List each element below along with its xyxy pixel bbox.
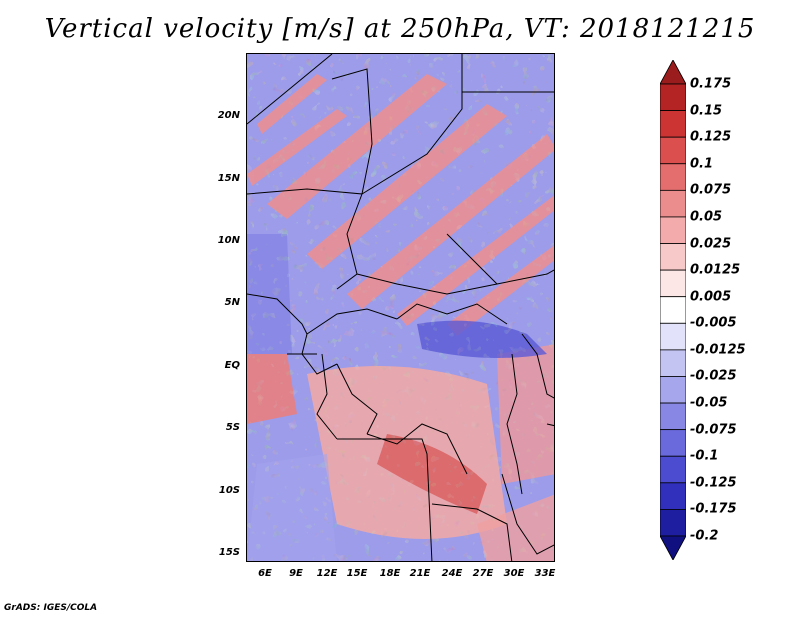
colorbar-level-label: 0.175 <box>690 76 732 92</box>
colorbar-bin <box>660 269 686 298</box>
lat-label-15s: 15S <box>218 547 240 558</box>
colorbar-bin <box>660 349 686 377</box>
colorbar-level-label: 0.075 <box>690 182 732 198</box>
colorbar-bin <box>660 110 686 138</box>
colorbar-bin <box>660 189 686 218</box>
lon-label-27e: 27E <box>472 568 494 579</box>
colorbar-bin <box>660 376 686 404</box>
colorbar-level-label: -0.05 <box>690 395 728 411</box>
colorbar-level-label: -0.125 <box>690 475 737 491</box>
colorbar-level-label: 0.0125 <box>690 262 741 278</box>
lat-label-eq: EQ <box>224 360 240 371</box>
speckle-overlay <box>247 54 554 561</box>
colorbar-bin <box>660 455 686 484</box>
colorbar-bin <box>660 429 686 457</box>
colorbar-level-label: -0.075 <box>690 422 737 438</box>
grads-credit: GrADS: IGES/COLA <box>4 603 98 613</box>
colorbar-bin <box>660 322 686 351</box>
colorbar-level-label: -0.0125 <box>690 342 746 358</box>
lat-label-15n: 15N <box>217 173 240 184</box>
colorbar-bin <box>660 83 686 111</box>
map-panel <box>246 53 555 562</box>
lon-label-6e: 6E <box>258 568 272 579</box>
colorbar-level-label: -0.025 <box>690 368 737 384</box>
colorbar-level-label: 0.15 <box>690 103 723 119</box>
colorbar-level-label: 0.1 <box>690 156 714 172</box>
lon-label-9e: 9E <box>289 568 303 579</box>
lat-label-5n: 5N <box>224 297 240 308</box>
colorbar-level-label: 0.05 <box>690 209 723 225</box>
lon-label-12e: 12E <box>316 568 338 579</box>
lon-label-30e: 30E <box>503 568 525 579</box>
colorbar-bin <box>660 509 686 537</box>
lon-label-24e: 24E <box>441 568 463 579</box>
colorbar-bin <box>660 216 686 244</box>
colorbar-bin <box>660 163 686 191</box>
colorbar-bin <box>660 243 686 271</box>
colorbar-level-label: 0.005 <box>690 289 732 305</box>
lon-label-33e: 33E <box>534 568 556 579</box>
lat-label-20n: 20N <box>217 110 240 121</box>
vertical-velocity-field <box>247 54 554 561</box>
colorbar-bin <box>660 482 686 510</box>
country-borders <box>247 54 554 561</box>
colorbar-bin <box>660 402 686 431</box>
colorbar-bin <box>660 296 686 324</box>
lon-label-18e: 18E <box>379 568 401 579</box>
colorbar <box>660 60 686 560</box>
colorbar-level-label: 0.125 <box>690 129 732 145</box>
lon-label-15e: 15E <box>346 568 368 579</box>
colorbar-level-label: -0.005 <box>690 315 737 331</box>
colorbar-level-label: -0.1 <box>690 448 719 464</box>
colorbar-bottom-arrow <box>660 535 686 560</box>
lon-label-21e: 21E <box>409 568 431 579</box>
lat-label-5s: 5S <box>225 422 240 433</box>
colorbar-level-label: 0.025 <box>690 236 732 252</box>
map-title: Vertical velocity [m/s] at 250hPa, VT: 2… <box>44 14 756 44</box>
colorbar-top-arrow <box>660 60 686 85</box>
colorbar-bin <box>660 136 686 165</box>
colorbar-level-label: -0.175 <box>690 501 737 517</box>
lat-label-10s: 10S <box>218 485 240 496</box>
colorbar-level-label: -0.2 <box>690 528 719 544</box>
lat-label-10n: 10N <box>217 235 240 246</box>
